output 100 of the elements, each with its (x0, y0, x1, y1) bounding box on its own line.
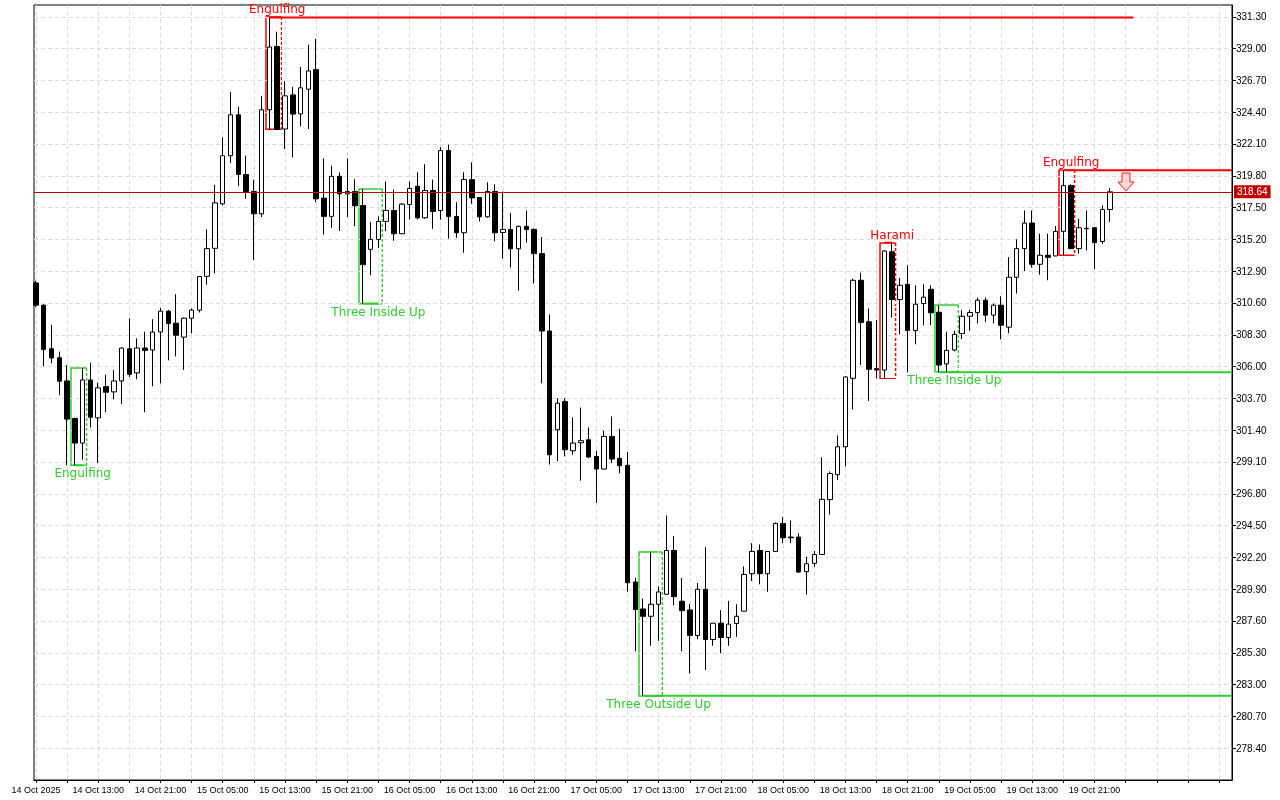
candlestick (1014, 238, 1019, 295)
candlestick (1076, 218, 1082, 255)
candlestick (103, 374, 109, 413)
candlestick (313, 38, 319, 203)
candlestick (703, 546, 708, 671)
annotation: Three Inside Up (330, 304, 426, 319)
candlestick (446, 144, 451, 240)
candlestick (391, 189, 397, 242)
candlestick (383, 181, 389, 232)
candlestick (804, 556, 809, 596)
candlestick (765, 550, 770, 593)
candlestick (282, 80, 288, 150)
y-tick-label: 299.10 (1236, 456, 1268, 468)
candlestick (609, 415, 615, 464)
candlestick (788, 519, 794, 544)
candlestick (415, 171, 420, 220)
y-tick-label: 329.00 (1236, 43, 1268, 55)
candlestick (921, 283, 926, 327)
candlestick (1045, 233, 1051, 281)
candlestick (882, 249, 887, 379)
candlestick (516, 225, 521, 292)
candlestick (1092, 226, 1097, 270)
candlestick (850, 278, 856, 410)
candlestick (64, 364, 70, 466)
candlestick (718, 609, 724, 654)
candlestick (329, 165, 334, 229)
candlestick (220, 136, 225, 206)
candlestick (594, 450, 599, 504)
y-tick-label: 289.90 (1236, 583, 1268, 595)
candlestick (189, 308, 194, 334)
y-tick-label: 306.00 (1236, 361, 1268, 373)
candlestick (633, 577, 638, 652)
x-tick-label: 15 Oct 13:00 (259, 784, 311, 795)
candlestick (734, 603, 739, 638)
candlestick (874, 319, 879, 379)
candlestick (1084, 209, 1089, 251)
candlestick (41, 303, 46, 367)
candlestick (578, 407, 584, 482)
annotation: Engulfing (1042, 155, 1100, 170)
candlestick (422, 163, 428, 220)
candlestick (173, 293, 179, 357)
annotation: Engulfing (54, 466, 111, 481)
candlestick (539, 236, 545, 384)
x-tick-label: 16 Oct 05:00 (383, 784, 436, 795)
candlestick (368, 221, 373, 276)
candlestick (399, 202, 405, 235)
x-tick-label: 19 Oct 13:00 (1006, 784, 1058, 795)
x-tick-label: 17 Oct 13:00 (632, 784, 685, 795)
candlestick (127, 317, 132, 378)
y-tick-label: 322.10 (1236, 138, 1268, 150)
x-tick-label: 17 Oct 21:00 (695, 784, 747, 795)
candlestick (88, 362, 93, 428)
y-tick-label: 292.20 (1236, 551, 1268, 563)
candlestick (469, 161, 475, 205)
candlestick (726, 600, 731, 647)
candlestick (695, 582, 700, 640)
candlestick (625, 451, 630, 593)
candlestick (819, 456, 825, 556)
candlestick (181, 316, 187, 371)
y-tick-label: 312.90 (1236, 265, 1268, 277)
candlestick (298, 66, 303, 127)
x-tick-label: 14 Oct 13:00 (72, 784, 124, 795)
candlestick (866, 308, 872, 402)
candlestick (547, 313, 552, 466)
candlestick (905, 264, 910, 373)
candlestick (710, 622, 716, 647)
candlestick (290, 86, 296, 158)
candlestick (454, 201, 459, 239)
candlestick (251, 179, 257, 261)
candlestick (150, 318, 155, 387)
x-tick-label: 14 Oct 21:00 (134, 784, 187, 795)
y-tick-label: 285.30 (1236, 647, 1268, 659)
candlestick (337, 171, 342, 232)
annotation: Three Inside Up (906, 373, 1002, 388)
candlestick (757, 543, 763, 585)
candlestick (1100, 204, 1105, 245)
candlestick (889, 242, 895, 318)
candlestick (570, 416, 576, 456)
candlestick (72, 417, 78, 466)
y-tick-label: 315.20 (1236, 233, 1268, 245)
x-tick-label: 15 Oct 21:00 (321, 784, 374, 795)
candlestick (376, 215, 381, 249)
candlestick (555, 397, 560, 462)
candlestick (983, 297, 988, 323)
y-tick-label: 294.50 (1236, 520, 1268, 532)
candlestick (1061, 169, 1066, 256)
candlestick (812, 550, 817, 568)
candlestick (430, 179, 436, 230)
candlestick (204, 228, 210, 286)
candlestick (57, 351, 62, 396)
x-tick-label: 16 Oct 13:00 (446, 784, 498, 795)
candlestick (664, 514, 669, 596)
x-tick-label: 19 Oct 05:00 (944, 784, 996, 795)
candlestick (1006, 256, 1012, 334)
candlestick (858, 272, 864, 366)
annotation: Harami (870, 227, 914, 242)
candlestick (796, 532, 801, 574)
annotation: Engulfing (248, 2, 306, 17)
candlestick (562, 397, 568, 457)
candlestick (360, 188, 366, 305)
